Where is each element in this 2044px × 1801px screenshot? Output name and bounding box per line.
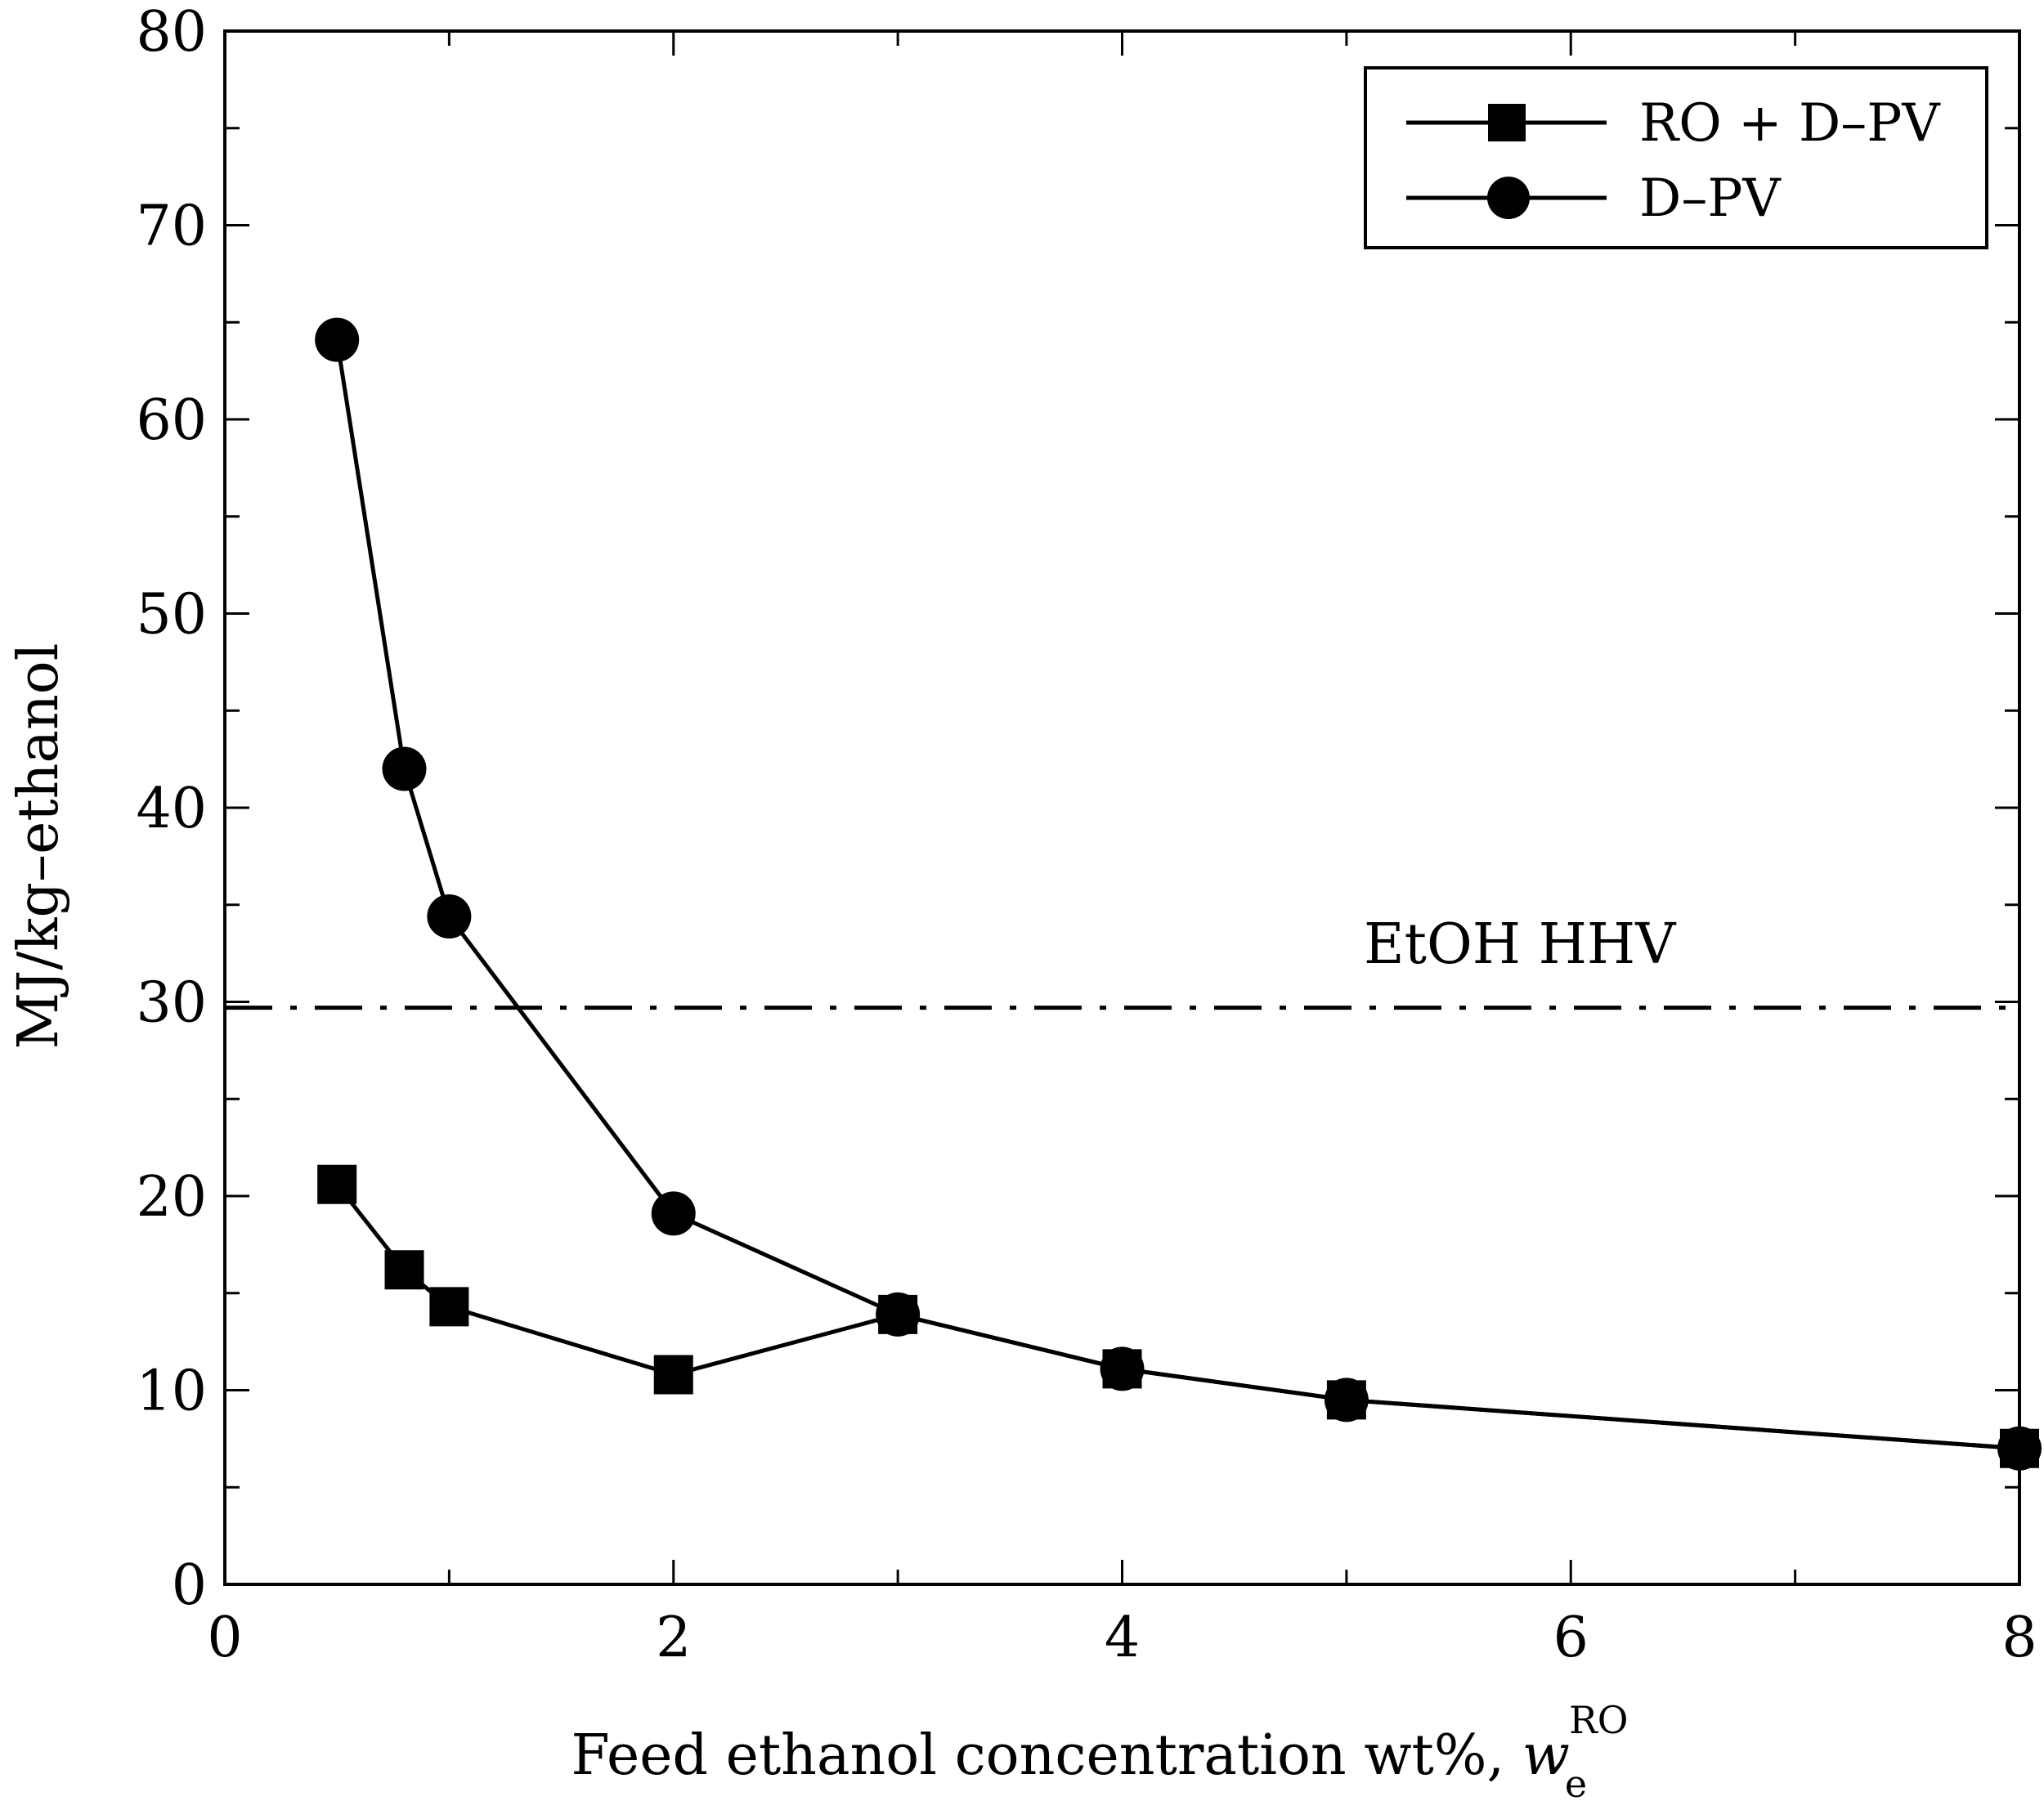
data-point-ro-dpv [2000,1428,2039,1468]
y-tick-label: 70 [136,195,207,259]
legend: RO + D–PV D–PV [1364,66,1988,249]
x-tick-label: 8 [2001,1606,2037,1670]
data-point-ro-dpv [653,1355,693,1395]
x-axis-title-symbol: w [1522,1723,1570,1788]
y-tick-label: 10 [136,1360,207,1424]
legend-label-dpv: D–PV [1639,168,1782,229]
data-point-ro-dpv [429,1287,469,1327]
y-tick-label: 80 [136,0,207,65]
x-axis-title: Feed ethanol concentration wt%, we RO [571,1698,1628,1801]
x-tick-label: 0 [207,1606,242,1670]
legend-entry-ro-dpv: RO + D–PV [1406,93,1941,154]
legend-marker-square [1488,104,1526,141]
legend-label-ro-dpv: RO + D–PV [1639,93,1941,154]
data-point-ro-dpv [1102,1349,1142,1389]
x-tick-label: 2 [656,1606,691,1670]
data-point-dpv [427,894,472,939]
x-axis-title-superscript: RO [1569,1698,1628,1742]
reference-line-label: EtOH HHV [1364,912,1677,977]
x-axis-title-text: Feed ethanol concentration wt%, [571,1723,1522,1788]
ticks-layer [223,29,2021,1586]
x-tick-label: 6 [1553,1606,1589,1670]
y-tick-label: 50 [136,583,207,647]
data-point-ro-dpv [384,1250,424,1290]
data-point-dpv [651,1191,696,1236]
x-tick-label: 4 [1105,1606,1140,1670]
y-tick-label: 60 [136,388,207,453]
data-point-ro-dpv [1326,1380,1366,1420]
y-tick-label: 20 [136,1165,207,1230]
legend-entry-dpv: D–PV [1406,168,1782,229]
data-point-ro-dpv [878,1294,918,1334]
data-point-dpv [382,746,427,791]
x-axis-title-subscript: e [1565,1762,1587,1801]
legend-box [1364,66,1988,249]
y-axis-title: MJ/kg–ethanol [7,643,71,1050]
data-point-ro-dpv [317,1164,357,1204]
y-tick-label: 0 [172,1553,207,1618]
legend-marker-circle [1487,177,1530,219]
y-tick-label: 30 [136,971,207,1036]
series-layer [315,317,2042,1471]
y-tick-label: 40 [136,777,207,841]
data-point-dpv [315,317,360,362]
